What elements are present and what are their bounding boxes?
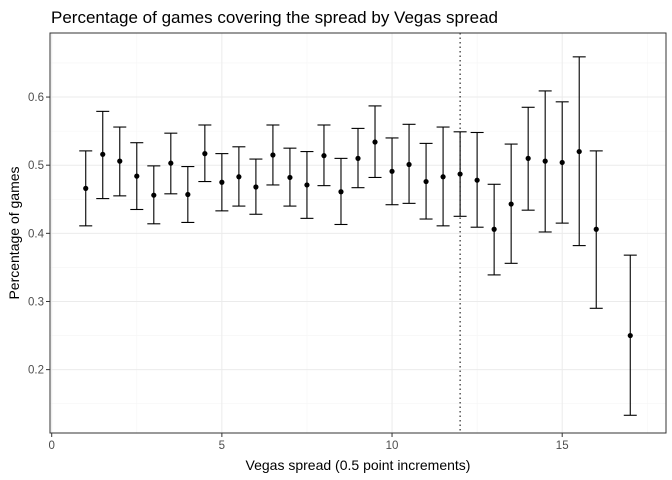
data-point	[508, 201, 514, 207]
y-tick-label: 0.4	[28, 228, 45, 240]
data-point-group	[436, 126, 450, 227]
data-point	[134, 173, 140, 179]
data-point-group	[317, 124, 331, 187]
y-axis: 0.2 0.3 0.4 0.5 0.6	[28, 92, 50, 377]
data-point-group	[164, 132, 178, 195]
data-point	[355, 155, 361, 161]
y-axis-title: Percentage of games	[6, 166, 22, 299]
x-tick-label: 10	[386, 440, 399, 452]
data-point	[202, 151, 208, 157]
data-point	[406, 161, 412, 168]
data-point	[627, 332, 633, 339]
data-point-group	[215, 153, 229, 212]
x-axis-title: Vegas spread (0.5 point increments)	[246, 457, 471, 473]
data-point	[338, 189, 344, 195]
data-marks	[79, 56, 637, 416]
data-point-group	[232, 146, 246, 207]
data-point-group	[385, 137, 399, 206]
y-tick-label: 0.5	[28, 160, 44, 172]
data-point-group	[470, 131, 484, 228]
data-point	[389, 168, 395, 174]
data-point-group	[402, 123, 416, 204]
data-point	[151, 192, 157, 198]
x-tick-label: 5	[219, 440, 225, 452]
data-point-group	[283, 147, 297, 207]
data-point	[576, 148, 582, 155]
x-tick-label: 15	[556, 440, 569, 452]
data-point-group	[249, 158, 263, 215]
x-axis: 0 5 10 15	[48, 433, 569, 452]
data-point	[321, 153, 327, 159]
data-point	[559, 159, 565, 166]
data-point-group	[300, 151, 314, 219]
data-point-group	[351, 127, 365, 189]
y-tick-label: 0.3	[28, 296, 44, 308]
data-point	[219, 179, 225, 185]
data-point-group	[79, 150, 93, 227]
data-point	[304, 182, 310, 188]
data-point-group	[266, 124, 280, 186]
data-point-group	[130, 142, 144, 211]
data-point	[270, 152, 276, 158]
data-point-group	[368, 105, 382, 179]
data-point	[593, 226, 599, 232]
data-point-group	[181, 166, 195, 223]
data-point-group	[555, 101, 569, 224]
data-point	[100, 151, 106, 157]
y-tick-label: 0.6	[28, 92, 44, 104]
data-point	[287, 174, 293, 181]
data-point-group	[334, 157, 348, 226]
data-point-group	[623, 254, 637, 416]
data-point-group	[96, 110, 110, 200]
data-point-group	[538, 90, 552, 233]
data-point	[542, 158, 548, 164]
data-point-group	[147, 165, 161, 225]
data-point	[185, 191, 191, 198]
data-point-group	[504, 143, 518, 264]
x-tick-label: 0	[48, 440, 54, 452]
data-point	[474, 177, 480, 183]
data-point	[236, 174, 242, 180]
data-point-group	[572, 56, 586, 247]
y-tick-label: 0.2	[28, 365, 44, 377]
data-point	[83, 185, 89, 191]
data-point	[457, 171, 463, 177]
data-point-group	[113, 126, 127, 197]
data-point	[440, 174, 446, 180]
data-point	[253, 184, 259, 190]
data-point-group	[521, 106, 535, 211]
chart-title: Percentage of games covering the spread …	[51, 8, 498, 27]
data-point	[491, 226, 497, 232]
data-point	[168, 160, 174, 166]
data-point	[372, 139, 378, 145]
data-point-group	[419, 142, 433, 220]
data-point	[117, 158, 123, 164]
data-point	[525, 155, 531, 161]
data-point	[423, 178, 429, 185]
data-point-group	[487, 183, 501, 276]
data-point-group	[198, 124, 212, 183]
data-point-group	[589, 150, 603, 309]
data-point-group	[453, 131, 467, 217]
